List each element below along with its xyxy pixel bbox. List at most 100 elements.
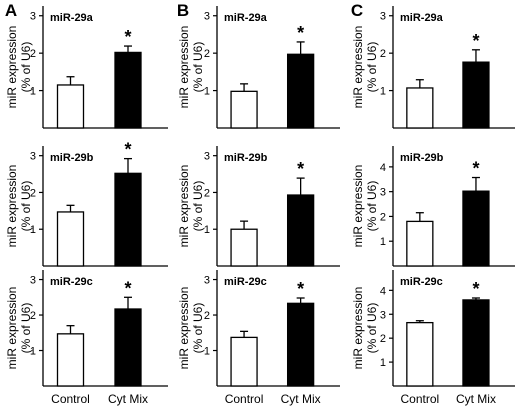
panel-label-b: B <box>177 1 189 20</box>
chart-mir-29b: miR-29b 1 2 3 miR expression(% of U6) * <box>177 146 340 267</box>
panel-label-a: A <box>5 1 17 20</box>
y-tick-label: 2 <box>204 310 210 322</box>
x-category-label: Control <box>225 392 264 406</box>
significance-star: * <box>124 140 131 160</box>
y-axis-label: miR expression(% of U6) <box>5 26 33 109</box>
bar-cyt-mix <box>286 53 315 129</box>
x-category-label: Control <box>400 392 439 406</box>
y-tick-label: 1 <box>380 86 386 98</box>
y-axis-label-line: miR expression <box>351 165 365 248</box>
y-tick-label: 1 <box>204 86 210 98</box>
y-axis-label: miR expression(% of U6) <box>5 165 33 248</box>
y-tick-label: 1 <box>30 224 36 236</box>
y-axis-label-line: (% of U6) <box>191 181 205 232</box>
y-axis-label: miR expression(% of U6) <box>177 165 205 248</box>
bar-cyt-mix <box>462 190 490 267</box>
significance-star: * <box>297 159 304 179</box>
y-tick-label: 1 <box>30 346 36 358</box>
y-tick-label: 3 <box>204 151 210 163</box>
y-axis-label-line: (% of U6) <box>19 303 33 354</box>
bar-control <box>230 90 258 129</box>
y-axis-label: miR expression(% of U6) <box>177 287 205 370</box>
chart-title: miR-29c <box>400 276 443 288</box>
y-tick-label: 2 <box>204 48 210 60</box>
bar-cyt-mix <box>286 194 315 267</box>
bar-control <box>56 84 85 129</box>
y-tick-label: 2 <box>380 48 386 60</box>
bar-cyt-mix <box>286 302 315 387</box>
y-tick-label: 1 <box>380 236 386 248</box>
bar-control <box>406 220 434 267</box>
panel-label-c: C <box>351 1 363 20</box>
y-tick-label: 4 <box>380 162 386 174</box>
y-tick-label: 2 <box>30 48 36 60</box>
y-axis-label: miR expression(% of U6) <box>351 26 379 109</box>
y-tick-label: 3 <box>380 11 386 23</box>
y-tick-label: 2 <box>380 211 386 223</box>
y-tick-label: 3 <box>30 275 36 287</box>
y-axis-label-line: miR expression <box>177 165 191 248</box>
y-tick-label: 1 <box>30 86 36 98</box>
y-tick-label: 4 <box>380 285 386 297</box>
chart-title: miR-29b <box>50 152 94 164</box>
bar-cyt-mix <box>462 61 490 129</box>
y-axis-label: miR expression(% of U6) <box>351 287 379 370</box>
y-axis-label-line: (% of U6) <box>191 303 205 354</box>
y-tick-label: 3 <box>204 275 210 287</box>
y-tick-label: 1 <box>380 357 386 369</box>
bar-control <box>56 333 85 387</box>
bar-cyt-mix <box>114 51 142 129</box>
y-axis-label: miR expression(% of U6) <box>177 26 205 109</box>
y-tick-label: 3 <box>380 187 386 199</box>
chart-title: miR-29a <box>400 12 444 24</box>
y-axis-label-line: miR expression <box>351 26 365 109</box>
y-axis-label-line: (% of U6) <box>19 181 33 232</box>
y-axis-label-line: miR expression <box>5 26 19 109</box>
bar-control <box>406 321 434 387</box>
x-category-label: Cyt Mix <box>108 392 148 406</box>
bar-control <box>230 228 258 267</box>
y-tick-label: 1 <box>204 346 210 358</box>
y-axis-label-line: (% of U6) <box>19 42 33 93</box>
chart-title: miR-29b <box>400 152 444 164</box>
bar-control <box>230 336 258 387</box>
y-tick-label: 3 <box>30 151 36 163</box>
y-axis-label: miR expression(% of U6) <box>5 287 33 370</box>
y-axis-label-line: miR expression <box>351 287 365 370</box>
y-tick-label: 2 <box>30 187 36 199</box>
significance-star: * <box>297 23 304 43</box>
y-axis-label-line: miR expression <box>5 287 19 370</box>
y-axis-label-line: (% of U6) <box>365 42 379 93</box>
significance-star: * <box>124 278 131 298</box>
y-axis-label-line: (% of U6) <box>365 181 379 232</box>
bar-control <box>406 87 434 129</box>
y-tick-label: 2 <box>380 333 386 345</box>
y-tick-label: 2 <box>204 187 210 199</box>
significance-star: * <box>124 27 131 47</box>
y-axis-label-line: miR expression <box>177 26 191 109</box>
chart-title: miR-29a <box>50 12 94 24</box>
y-axis-label-line: (% of U6) <box>191 42 205 93</box>
y-tick-label: 3 <box>380 309 386 321</box>
bar-cyt-mix <box>114 308 142 387</box>
chart-title: miR-29b <box>224 152 268 164</box>
bar-cyt-mix <box>462 299 490 387</box>
chart-title: miR-29c <box>224 276 267 288</box>
y-tick-label: 1 <box>204 224 210 236</box>
significance-star: * <box>472 279 479 299</box>
significance-star: * <box>472 159 479 179</box>
y-tick-label: 3 <box>204 11 210 23</box>
x-category-label: Control <box>51 392 90 406</box>
y-axis-label-line: miR expression <box>177 287 191 370</box>
bar-cyt-mix <box>114 172 142 267</box>
